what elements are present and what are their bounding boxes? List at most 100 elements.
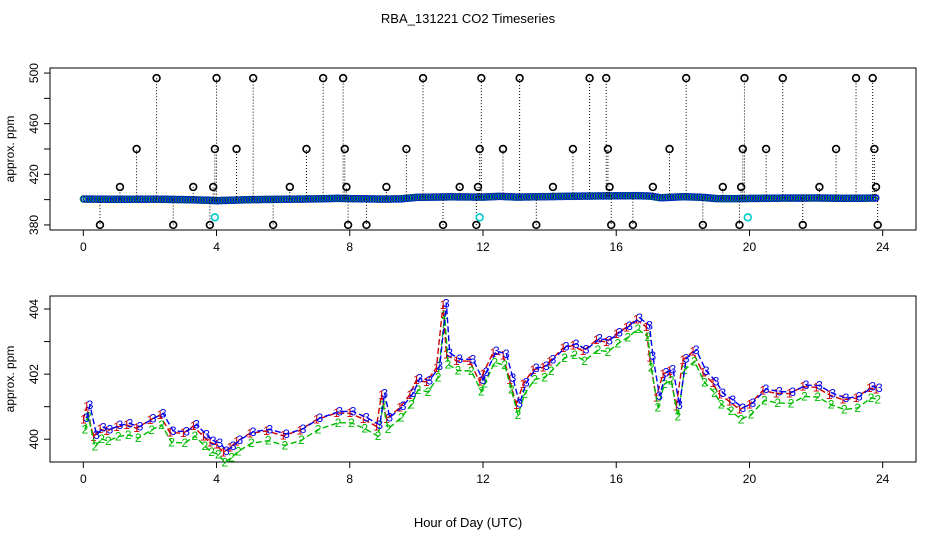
series-marker-3: 3: [516, 397, 523, 411]
spike-point: [248, 73, 258, 83]
series-marker-1: 1: [157, 408, 164, 422]
series-marker-1: 1: [746, 398, 753, 412]
series-marker-1: 1: [500, 348, 507, 362]
series-marker-3: 3: [376, 418, 383, 432]
series-marker-1: 1: [560, 341, 567, 355]
series-marker-3: 3: [636, 311, 643, 325]
series-marker-2: 2: [738, 412, 745, 426]
spike-point: [871, 182, 881, 192]
series-marker-2: 2: [615, 337, 622, 351]
series-marker-3: 3: [719, 386, 726, 400]
series-marker-2: 2: [508, 383, 515, 397]
series-marker-2: 2: [478, 384, 485, 398]
series-marker-1: 1: [97, 422, 104, 436]
series-marker-3: 3: [363, 410, 370, 424]
series-marker-3: 3: [217, 436, 224, 450]
x-tick-label: 20: [743, 472, 757, 486]
series-marker-3: 3: [183, 425, 190, 439]
series-marker-2: 2: [335, 416, 342, 430]
spike-point: [761, 144, 771, 154]
series-marker-2: 2: [158, 418, 165, 432]
spike-point: [115, 182, 125, 192]
series-marker-1: 1: [200, 429, 207, 443]
spike-point: [870, 144, 879, 154]
series-marker-2: 2: [668, 374, 675, 388]
x-tick-label: 8: [346, 472, 353, 486]
spike-point: [210, 144, 220, 154]
series-marker-2: 2: [874, 392, 881, 406]
series-marker-2: 2: [655, 400, 662, 414]
series-marker-2: 2: [98, 432, 105, 446]
series-marker-3: 3: [100, 421, 107, 435]
x-tick-label: 16: [610, 240, 624, 254]
spike-point: [169, 220, 178, 230]
series-marker-1: 1: [213, 438, 220, 452]
series-marker-1: 1: [396, 401, 403, 415]
series-marker-3: 3: [729, 393, 736, 407]
x-tick-label: 0: [80, 240, 87, 254]
series-marker-3: 3: [656, 389, 663, 403]
series-marker-3: 3: [583, 343, 590, 357]
series-marker-2: 2: [208, 445, 215, 459]
spike-point: [798, 220, 807, 230]
series-marker-2: 2: [182, 436, 189, 450]
spike-point: [607, 220, 616, 230]
series-marker-1: 1: [853, 391, 860, 405]
series-marker-3: 3: [776, 385, 783, 399]
spike-point: [318, 73, 328, 83]
series-marker-1: 1: [660, 367, 667, 381]
series-marker-1: 1: [378, 388, 385, 402]
series-marker-1: 1: [490, 346, 497, 360]
series-marker-1: 1: [406, 388, 413, 402]
spike-point: [232, 144, 241, 154]
spike-point: [740, 73, 749, 83]
y-axis-label: approx. ppm: [3, 116, 17, 183]
series-marker-3: 3: [803, 378, 810, 392]
spike-point: [477, 73, 486, 83]
spike-point: [665, 144, 674, 154]
spike-point: [736, 182, 746, 192]
series-marker-1: 1: [813, 380, 820, 394]
series-marker-3: 3: [300, 422, 307, 436]
series-marker-2: 2: [625, 330, 632, 344]
series-marker-3: 3: [127, 417, 134, 431]
spike-point: [548, 182, 558, 192]
series-marker-1: 1: [220, 446, 227, 460]
spike-point: [738, 144, 747, 154]
series-marker-2: 2: [92, 440, 99, 454]
spike-point: [455, 182, 464, 192]
series-marker-3: 3: [237, 433, 244, 447]
spike-point: [475, 144, 484, 154]
series-marker-3: 3: [193, 418, 200, 432]
series-marker-1: 1: [689, 345, 696, 359]
series-marker-3: 3: [446, 346, 453, 360]
series-marker-3: 3: [117, 418, 124, 432]
series-marker-2: 2: [298, 433, 305, 447]
series-line-3: [85, 303, 880, 452]
series-marker-3: 3: [266, 422, 273, 436]
series-marker-1: 1: [423, 375, 430, 389]
series-marker-1: 1: [716, 388, 723, 402]
series-marker-1: 1: [709, 376, 716, 390]
series-marker-2: 2: [85, 409, 92, 423]
series-marker-3: 3: [386, 410, 393, 424]
spike-point: [438, 220, 448, 230]
series-marker-1: 1: [646, 351, 653, 365]
series-marker-1: 1: [513, 398, 520, 412]
series-marker-2: 2: [801, 389, 808, 403]
spike-point: [382, 182, 391, 192]
spike-point: [268, 220, 278, 230]
series-marker-2: 2: [868, 391, 875, 405]
series-marker-3: 3: [843, 391, 850, 405]
spike-point: [472, 220, 481, 230]
series-marker-1: 1: [133, 421, 140, 435]
series-marker-3: 3: [663, 366, 670, 380]
series-marker-1: 1: [180, 426, 187, 440]
spike-point: [681, 73, 691, 83]
spike-point: [718, 182, 728, 192]
spike-point: [735, 220, 744, 230]
series-marker-3: 3: [703, 364, 710, 378]
series-marker-3: 3: [596, 332, 603, 346]
series-marker-2: 2: [681, 363, 688, 377]
series-marker-3: 3: [606, 333, 613, 347]
